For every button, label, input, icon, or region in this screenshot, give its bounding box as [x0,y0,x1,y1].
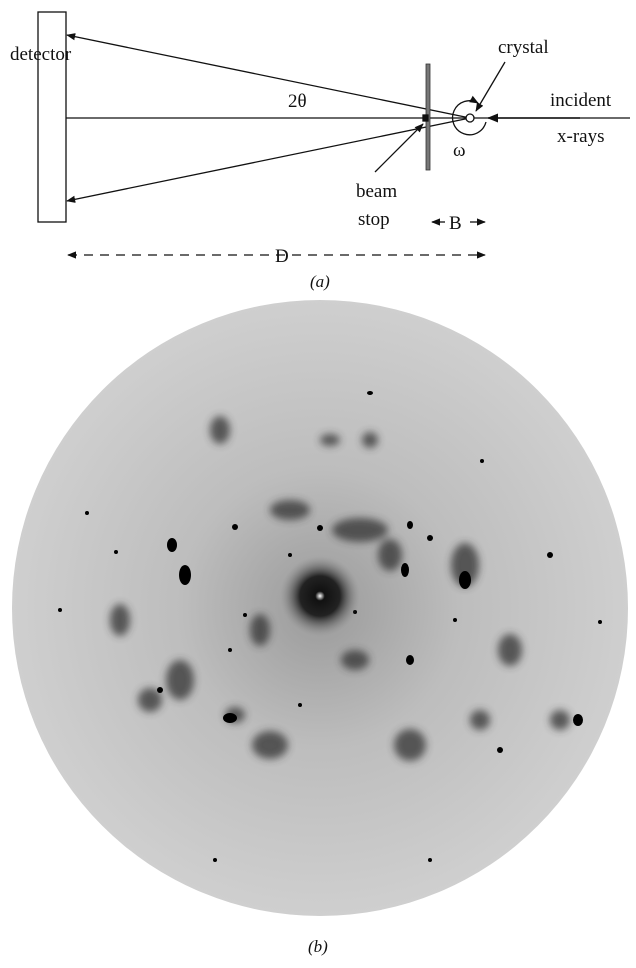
label: B [449,213,462,234]
crystal [466,114,474,122]
bragg-spot [459,571,471,589]
diffuse-spot [110,604,130,636]
caption: (a) [310,272,330,291]
bragg-spot [497,747,503,753]
label: x-rays [557,126,604,147]
bragg-spot [453,618,457,622]
label: stop [358,209,390,230]
diffuse-spot [470,710,490,730]
bragg-spot [288,553,292,557]
diffuse-spot [270,500,310,520]
bragg-spot [223,713,237,723]
diffuse-spot [498,634,522,666]
diffuse-spot [250,614,270,646]
bragg-spot [427,535,433,541]
diffuse-spot [252,731,288,759]
bragg-spot [598,620,602,624]
direct-beam [280,556,360,636]
bragg-spot [228,648,232,652]
bragg-spot [213,858,217,862]
diffuse-spot [341,650,369,670]
label: detector [10,44,72,65]
bragg-spot [407,521,413,529]
label: crystal [498,37,549,58]
diffraction-pattern [12,300,628,916]
bragg-spot [157,687,163,693]
diffuse-spot [166,660,194,700]
label: 2θ [288,91,307,112]
diffracted-ray [67,35,470,118]
diffuse-spot [378,539,402,571]
label: incident [550,90,612,111]
bragg-spot [406,655,414,665]
bragg-spot [480,459,484,463]
bragg-spot [114,550,118,554]
diffuse-spot [320,434,340,446]
figure: detector 2θ crystal incident x-rays ω be… [0,0,636,968]
label: beam [356,181,397,202]
bragg-spot [317,525,323,531]
diffuse-spot [394,729,426,761]
bragg-spot [85,511,89,515]
diffracted-ray [67,118,470,201]
bragg-spot [167,538,177,552]
bragg-spot [367,391,373,395]
label: D [275,246,289,267]
diffuse-spot [550,710,570,730]
bragg-spot [243,613,247,617]
caption: (b) [308,937,328,956]
beam-stop-pointer [375,124,423,172]
diffuse-spot [362,432,378,448]
bragg-spot [401,563,409,577]
crystal-pointer [476,62,505,111]
bragg-spot [58,608,62,612]
diffuse-spot [332,518,388,542]
beam-stop-block [423,115,428,121]
diffuse-spot [210,416,230,444]
label: ω [453,140,466,161]
bragg-spot [573,714,583,726]
bragg-spot [232,524,238,530]
bragg-spot [179,565,191,585]
bragg-spot [298,703,302,707]
bragg-spot [547,552,553,558]
bragg-spot [428,858,432,862]
